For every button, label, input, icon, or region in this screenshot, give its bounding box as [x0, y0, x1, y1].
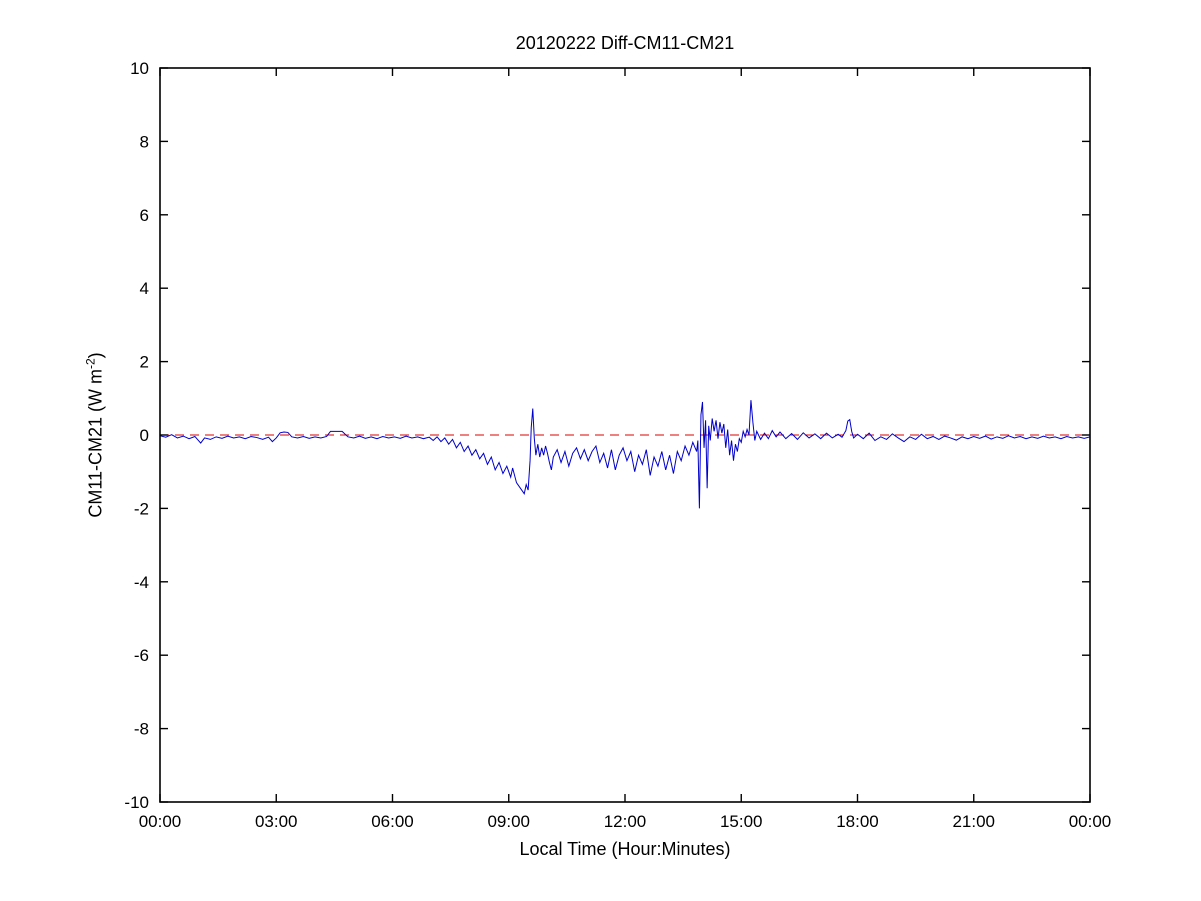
chart-title: 20120222 Diff-CM11-CM21 — [515, 33, 735, 53]
y-tick-label: -2 — [134, 499, 149, 518]
x-tick-label: 03:00 — [255, 812, 298, 831]
x-axis-label: Local Time (Hour:Minutes) — [519, 839, 731, 859]
y-tick-label: -4 — [134, 573, 149, 592]
y-tick-label: 8 — [140, 132, 149, 151]
x-tick-label: 21:00 — [952, 812, 995, 831]
x-tick-label: 00:00 — [139, 812, 182, 831]
x-tick-label: 00:00 — [1069, 812, 1112, 831]
y-tick-label: 6 — [140, 206, 149, 225]
y-tick-label: -10 — [124, 793, 149, 812]
y-tick-label: 0 — [140, 426, 149, 445]
x-tick-label: 09:00 — [487, 812, 530, 831]
data-series-line — [160, 400, 1090, 509]
x-tick-label: 15:00 — [720, 812, 763, 831]
y-tick-label: -6 — [134, 646, 149, 665]
x-tick-label: 12:00 — [604, 812, 647, 831]
y-tick-label: -8 — [134, 720, 149, 739]
x-tick-label: 18:00 — [836, 812, 879, 831]
y-tick-label: 4 — [140, 279, 149, 298]
x-tick-label: 06:00 — [371, 812, 414, 831]
y-tick-label: 2 — [140, 353, 149, 372]
y-tick-label: 10 — [130, 59, 149, 78]
